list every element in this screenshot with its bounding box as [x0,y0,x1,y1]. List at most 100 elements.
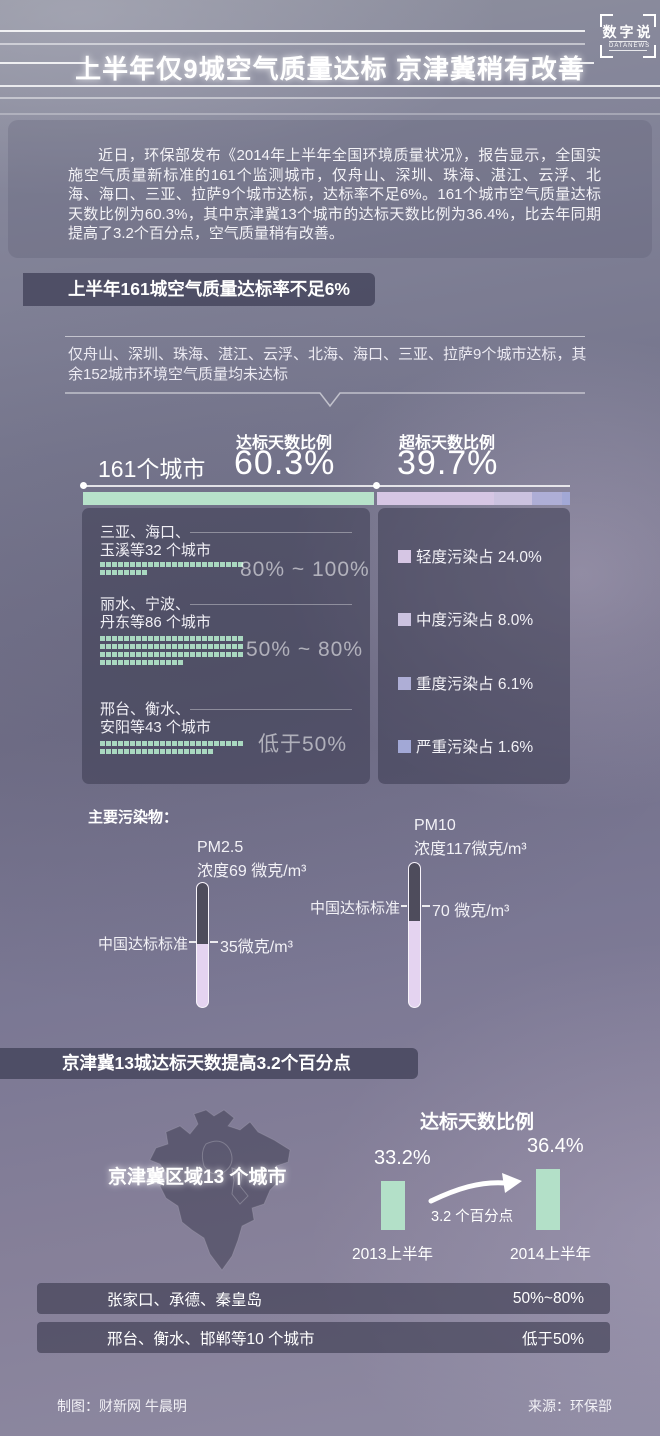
footer-credit: 制图：财新网 牛晨明 [57,1398,187,1414]
row-range: 50%~80% [512,1289,584,1307]
exceed-days-label: 超标天数比例 [399,435,496,452]
compare-bar-2014 [536,1169,560,1230]
legend-name: 严重污染占 [416,739,494,756]
datanews-logo: 数字说 DATANEWS [600,14,656,58]
section2-heading: 京津冀13城达标天数提高3.2个百分点 [0,1048,418,1079]
decorative-line [0,97,660,99]
pm10-standard-value: 70 微克/m³ [432,903,510,920]
row-cities: 邢台、衡水、邯郸等10 个城市 [107,1330,315,1348]
axis-dot [373,482,380,489]
group-cities-line2: 玉溪等32 个城市 [100,542,211,559]
legend-name: 中度污染占 [416,612,494,629]
legend-name: 轻度污染占 [416,549,494,566]
group-range-label: 80% ~ 100% [240,558,370,581]
bar-value-label: 36.4% [527,1135,584,1157]
standard-tick [422,905,430,907]
compare-bar-2013 [381,1181,405,1230]
logo-corner-icon [600,45,613,58]
standard-tick [401,905,407,907]
legend-name: 重度污染占 [416,676,494,693]
logo-subtext: DATANEWS [609,41,651,51]
waffle-grid [100,636,245,665]
intro-paragraph: 近日，环保部发布《2014年上半年全国环境质量状况》，报告显示，全国实施空气质量… [68,147,601,242]
pm25-standard-value: 35微克/m³ [220,939,293,956]
group-range-label: 低于50% [258,733,348,756]
waffle-grid [100,562,245,575]
legend-label: 轻度污染占 24.0% [416,545,542,567]
pm10-concentration: 浓度117微克/m³ [414,841,527,858]
section1-heading: 上半年161城空气质量达标率不足6% [23,273,375,306]
attain-days-value: 60.3% [234,444,336,482]
group-cities-line1: 邢台、衡水、 [100,701,191,718]
pm25-name: PM2.5 [197,839,244,856]
group-cities-line1: 三亚、海口、 [100,524,191,541]
axis-dot [80,482,87,489]
legend-item: 轻度污染占 24.0% [398,545,542,567]
chart-title: 达标天数比例 [420,1112,535,1133]
bar-xlabel: 2013上半年 [352,1246,433,1263]
pm10-name: PM10 [414,817,456,834]
group-range-label: 50% ~ 80% [246,638,363,661]
group-cities-label: 邢台、衡水、 安阳等43 个城市 [100,701,211,737]
page-title: 上半年仅9城空气质量达标 京津冀稍有改善 [75,54,585,84]
summary-row: 邢台、衡水、邯郸等10 个城市 低于50% [37,1322,610,1353]
group-cities-label: 三亚、海口、 玉溪等32 个城市 [100,524,211,560]
pm25-standard-label: 中国达标标准 [97,936,188,953]
callout-bottom-line-notch [65,392,585,408]
row-range: 低于50% [521,1330,584,1348]
legend-value: 24.0% [497,549,542,566]
standard-tick [210,941,218,943]
group-cities-line2: 安阳等43 个城市 [100,719,211,736]
legend-swatch [398,549,411,563]
intro-panel [8,120,652,258]
logo-corner-icon [600,14,613,27]
legend-swatch [398,612,411,626]
group-divider-line [190,532,352,533]
attain-days-label: 达标天数比例 [236,435,333,452]
bar-xlabel: 2014上半年 [510,1246,591,1263]
pm10-thermometer [408,862,421,1008]
decorative-line [0,85,660,87]
callout-text: 仅舟山、深圳、珠海、湛江、云浮、北海、海口、三亚、拉萨9个城市达标，其余152城… [68,346,587,383]
exceed-portion [197,883,208,944]
bar-value-label: 33.2% [374,1147,431,1169]
trend-annotation: 3.2 个百分点 [431,1209,514,1225]
group-divider-line [190,709,352,710]
pm25-thermometer [196,882,209,1008]
trend-arrow-icon [428,1173,522,1204]
summary-row: 张家口、承德、秦皇岛 50%~80% [37,1283,610,1314]
callout-top-line [65,336,585,337]
pm10-standard-label: 中国达标标准 [309,900,400,917]
decorative-line [0,113,660,115]
legend-value: 6.1% [497,676,534,693]
decorative-line [574,62,594,64]
decorative-line [0,43,585,45]
section1-heading-label: 上半年161城空气质量达标率不足6% [68,279,350,299]
exceed-days-value: 39.7% [397,444,499,482]
legend-swatch [398,676,411,690]
group-cities-label: 丽水、宁波、 丹东等86 个城市 [100,596,211,632]
logo-corner-icon [643,14,656,27]
standard-tick [189,941,196,943]
pm25-concentration: 浓度69 微克/m³ [197,863,307,880]
exceed-portion [409,863,420,921]
group-cities-line1: 丽水、宁波、 [100,596,191,613]
logo-text: 数字说 [602,24,654,40]
legend-item: 严重污染占 1.6% [398,735,533,757]
ratio-stacked-bar [83,492,570,505]
axis-line [83,485,570,487]
legend-item: 中度污染占 8.0% [398,608,533,630]
waffle-grid [100,741,245,754]
logo-corner-icon [643,45,656,58]
legend-value: 1.6% [497,739,534,756]
pollutants-heading: 主要污染物： [88,809,179,826]
footer-source: 来源：环保部 [528,1398,612,1414]
legend-label: 严重污染占 1.6% [416,735,533,757]
region-label: 京津冀区域13 个城市 [108,1167,287,1188]
jingjinji-region-map [149,1109,291,1271]
group-divider-line [190,604,352,605]
row-cities: 张家口、承德、秦皇岛 [107,1291,263,1309]
decorative-line [0,30,585,32]
legend-swatch [398,739,411,753]
